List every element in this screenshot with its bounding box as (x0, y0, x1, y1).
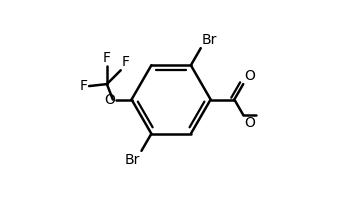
Text: O: O (244, 116, 255, 130)
Text: F: F (80, 79, 88, 93)
Text: Br: Br (125, 153, 140, 167)
Text: Br: Br (202, 33, 217, 47)
Text: O: O (244, 69, 255, 83)
Text: O: O (104, 93, 115, 106)
Text: F: F (122, 55, 130, 69)
Text: F: F (103, 51, 111, 65)
